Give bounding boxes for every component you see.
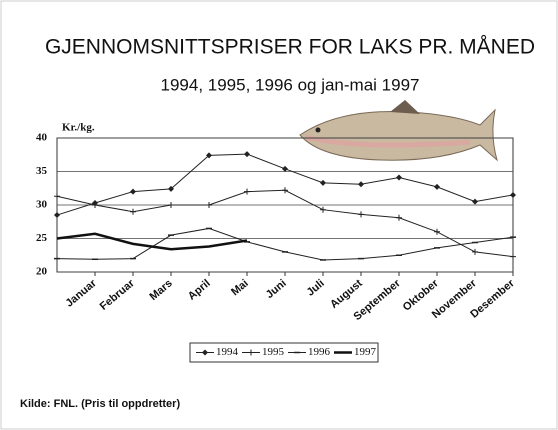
legend-label: 1995: [262, 346, 285, 358]
y-tick-label: 20: [36, 266, 48, 278]
y-axis-label: Kr./kg.: [62, 122, 95, 134]
chart-subtitle: 1994, 1995, 1996 og jan-mai 1997: [161, 75, 420, 94]
chart-title: GJENNOMSNITTSPRISER FOR LAKS PR. MÅNED: [45, 36, 535, 59]
chart: GJENNOMSNITTSPRISER FOR LAKS PR. MÅNED 1…: [0, 0, 558, 430]
y-tick-label: 25: [36, 232, 48, 244]
y-tick-label: 40: [36, 132, 48, 144]
frame: [1, 1, 557, 429]
legend-label: 1994: [216, 346, 239, 358]
y-tick-label: 30: [36, 199, 48, 211]
y-tick-label: 35: [36, 165, 48, 177]
legend-label: 1996: [308, 346, 331, 358]
source-note: Kilde: FNL. (Pris til oppdretter): [20, 398, 180, 410]
legend-label: 1997: [354, 346, 377, 358]
